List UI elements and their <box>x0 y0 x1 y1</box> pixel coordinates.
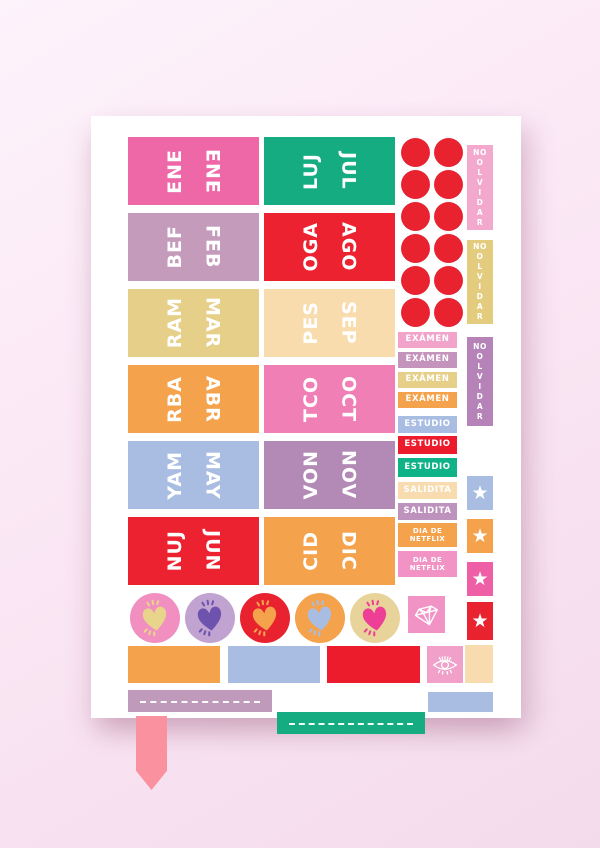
star-sticker-pink: ★ <box>467 562 493 596</box>
star-sticker-blue: ★ <box>467 476 493 510</box>
sticker-sheet-page: ENE ENE BEF FEB RAM MAR RBA ABR YAM MAY … <box>91 116 521 734</box>
month-tab-abr: RBA ABR <box>128 365 259 433</box>
dot-sticker <box>434 138 463 167</box>
radiant-heart-icon <box>362 599 387 637</box>
blank-bar-blue <box>428 692 493 712</box>
month-label-ene-flipped: ENE <box>163 148 186 194</box>
dot-sticker <box>401 298 430 327</box>
label-sticker-examen-3: EXÁMEN <box>398 372 457 388</box>
month-tab-jul: LUJ JUL <box>264 137 395 205</box>
heart-sticker-5 <box>350 593 400 643</box>
reminder-tab-no-olvidar-1: NO O L V I D A R <box>467 145 493 230</box>
radiant-heart-icon <box>142 599 167 637</box>
heart-sticker-3 <box>240 593 290 643</box>
month-label-oct: OCT <box>337 375 360 423</box>
label-sticker-estudio-3: ESTUDIO <box>398 458 457 477</box>
label-sticker-examen-4: EXÁMEN <box>398 392 457 408</box>
stitched-bar-green <box>277 712 425 734</box>
month-label-may-flipped: YAM <box>163 450 186 500</box>
blank-sticker-orange <box>128 646 220 683</box>
heart-sticker-1 <box>130 593 180 643</box>
month-label-nov-flipped: VON <box>299 450 322 500</box>
month-tab-feb: BEF FEB <box>128 213 259 281</box>
heart-sticker-4 <box>295 593 345 643</box>
dot-sticker <box>401 202 430 231</box>
eye-sticker <box>427 646 463 683</box>
label-sticker-salidita-2: SALIDITA <box>398 503 457 520</box>
month-label-sep: SEP <box>337 301 360 345</box>
month-label-ago-flipped: OGA <box>299 222 322 272</box>
month-label-mar: MAR <box>201 297 224 349</box>
month-tab-oct: TCO OCT <box>264 365 395 433</box>
star-icon: ★ <box>471 567 489 590</box>
month-label-jun-flipped: NUJ <box>163 530 186 572</box>
bookmark-ribbon <box>136 716 167 790</box>
month-label-oct-flipped: TCO <box>299 375 322 423</box>
label-sticker-examen-2: EXÁMEN <box>398 352 457 368</box>
diamond-icon <box>414 605 438 625</box>
month-label-abr-flipped: RBA <box>163 375 186 423</box>
month-label-nov: NOV <box>337 450 360 500</box>
month-tab-nov: VON NOV <box>264 441 395 509</box>
reminder-tab-no-olvidar-3: NO O L V I D A R <box>467 337 493 426</box>
dot-sticker <box>401 266 430 295</box>
dot-sticker <box>401 170 430 199</box>
label-sticker-estudio-2: ESTUDIO <box>398 436 457 454</box>
month-tab-may: YAM MAY <box>128 441 259 509</box>
label-sticker-dia-de-netflix-2: DIA DE NETFLIX <box>398 551 457 577</box>
month-label-dic: DIC <box>337 531 360 571</box>
label-sticker-estudio-1: ESTUDIO <box>398 416 457 433</box>
dot-sticker <box>434 170 463 199</box>
dot-sticker <box>434 298 463 327</box>
dot-sticker <box>434 266 463 295</box>
reminder-tab-no-olvidar-2: NO O L V I D A R <box>467 240 493 324</box>
month-label-dic-flipped: CID <box>299 531 322 571</box>
month-label-ago: AGO <box>337 222 360 272</box>
dot-sticker <box>401 138 430 167</box>
label-sticker-salidita-1: SALIDITA <box>398 482 457 499</box>
month-label-jun: JUN <box>201 530 224 572</box>
blank-sticker-peach <box>465 645 493 683</box>
star-icon: ★ <box>471 481 489 504</box>
label-sticker-examen-1: EXÁMEN <box>398 332 457 348</box>
month-label-feb: FEB <box>201 225 224 269</box>
dot-sticker <box>434 202 463 231</box>
month-tab-ene: ENE ENE <box>128 137 259 205</box>
month-label-jul-flipped: LUJ <box>299 152 322 190</box>
star-sticker-orange: ★ <box>467 519 493 553</box>
month-label-ene: ENE <box>201 148 224 194</box>
star-icon: ★ <box>471 524 489 547</box>
month-tab-ago: OGA AGO <box>264 213 395 281</box>
blank-sticker-blue <box>228 646 320 683</box>
month-tab-jun: NUJ JUN <box>128 517 259 585</box>
month-tab-sep: PES SEP <box>264 289 395 357</box>
blank-sticker-red <box>327 646 420 683</box>
month-label-feb-flipped: BEF <box>163 225 186 269</box>
month-tab-mar: RAM MAR <box>128 289 259 357</box>
radiant-heart-icon <box>197 599 222 637</box>
heart-sticker-2 <box>185 593 235 643</box>
month-label-sep-flipped: PES <box>299 301 322 345</box>
month-label-may: MAY <box>201 450 224 500</box>
dot-stickers-grid <box>401 138 463 327</box>
month-label-jul: JUL <box>337 152 360 190</box>
dot-sticker <box>434 234 463 263</box>
radiant-heart-icon <box>307 599 332 637</box>
diamond-sticker <box>408 596 445 633</box>
radiant-heart-icon <box>252 599 277 637</box>
star-icon: ★ <box>471 609 489 632</box>
star-sticker-red: ★ <box>467 602 493 640</box>
dot-sticker <box>401 234 430 263</box>
month-label-mar-flipped: RAM <box>163 297 186 349</box>
label-sticker-dia-de-netflix-1: DIA DE NETFLIX <box>398 523 457 547</box>
eye-icon <box>432 655 458 675</box>
stitched-bar-mauve <box>128 690 272 712</box>
month-label-abr: ABR <box>201 375 224 423</box>
month-tab-dic: CID DIC <box>264 517 395 585</box>
